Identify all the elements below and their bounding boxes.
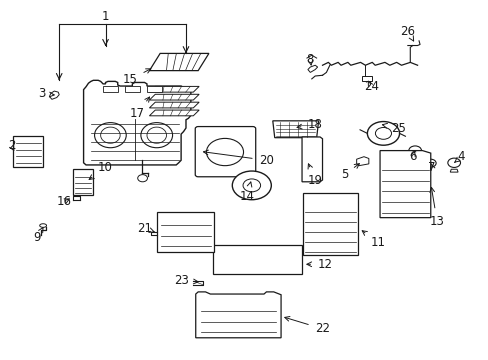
Bar: [147, 86, 161, 92]
Text: 19: 19: [307, 164, 322, 186]
Text: 23: 23: [173, 274, 198, 287]
Text: 10: 10: [89, 161, 113, 180]
Bar: [13, 136, 43, 167]
Circle shape: [232, 171, 271, 200]
Text: 25: 25: [382, 122, 405, 135]
Polygon shape: [83, 80, 190, 165]
Text: 8: 8: [306, 53, 313, 66]
Circle shape: [366, 122, 399, 145]
Text: 26: 26: [400, 25, 414, 41]
Text: 3: 3: [39, 87, 54, 100]
Circle shape: [206, 138, 243, 166]
Polygon shape: [307, 65, 317, 72]
Polygon shape: [356, 157, 368, 166]
Text: 4: 4: [454, 150, 464, 163]
Text: 9: 9: [34, 228, 43, 244]
Polygon shape: [149, 94, 199, 100]
Text: 20: 20: [203, 150, 273, 167]
Text: 22: 22: [284, 316, 329, 335]
Circle shape: [447, 158, 460, 167]
Text: 15: 15: [122, 69, 150, 86]
Polygon shape: [379, 150, 430, 218]
Circle shape: [243, 179, 260, 192]
Text: 1: 1: [102, 10, 109, 23]
Text: 18: 18: [297, 118, 322, 131]
FancyBboxPatch shape: [195, 127, 255, 177]
Text: 16: 16: [57, 195, 71, 208]
Circle shape: [375, 127, 391, 139]
Bar: [303, 193, 357, 255]
Text: 24: 24: [363, 80, 378, 93]
Polygon shape: [361, 76, 371, 81]
Text: 11: 11: [362, 231, 386, 249]
Polygon shape: [149, 86, 199, 92]
Polygon shape: [449, 169, 457, 172]
Polygon shape: [149, 53, 208, 71]
Polygon shape: [272, 121, 318, 138]
Text: 7: 7: [427, 161, 435, 174]
Polygon shape: [149, 110, 199, 116]
Bar: [157, 212, 214, 252]
Polygon shape: [195, 292, 281, 338]
Text: 14: 14: [239, 182, 254, 203]
Text: 12: 12: [306, 258, 332, 271]
Polygon shape: [49, 91, 59, 99]
Bar: [103, 86, 118, 92]
Polygon shape: [149, 102, 199, 108]
Polygon shape: [302, 137, 322, 182]
Circle shape: [408, 146, 421, 155]
Bar: [212, 244, 302, 274]
Text: 21: 21: [137, 222, 155, 235]
Text: 13: 13: [429, 188, 444, 228]
Text: 5: 5: [340, 164, 359, 181]
Bar: [73, 169, 93, 195]
Circle shape: [138, 175, 147, 182]
Bar: [125, 86, 140, 92]
Text: 17: 17: [129, 97, 149, 120]
Text: 2: 2: [8, 139, 15, 152]
Text: 6: 6: [408, 150, 416, 163]
Circle shape: [425, 159, 435, 167]
